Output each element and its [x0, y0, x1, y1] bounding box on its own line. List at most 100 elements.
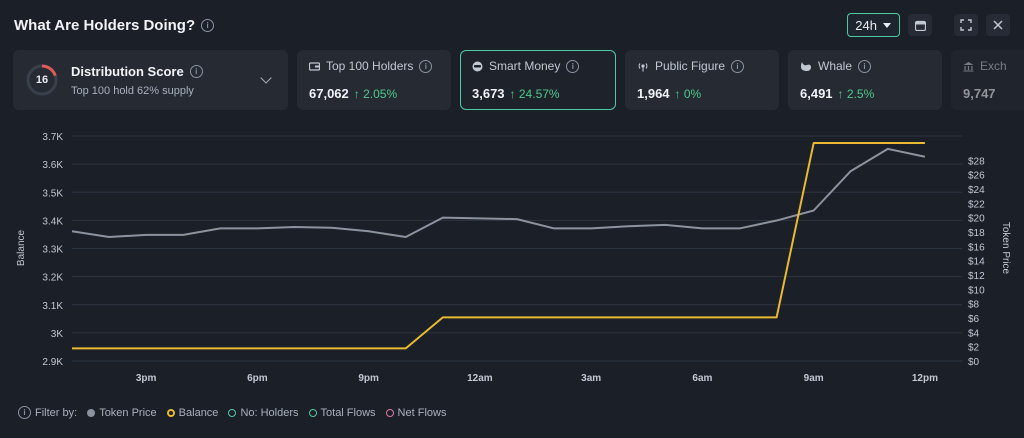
- chart-legend: i Filter by: Token Price Balance No: Hol…: [18, 406, 446, 419]
- legend-label: No: Holders: [240, 406, 299, 419]
- info-icon[interactable]: i: [419, 59, 433, 73]
- chevron-down-icon[interactable]: [260, 72, 272, 84]
- close-button[interactable]: [986, 14, 1010, 36]
- calendar-icon: [914, 20, 926, 31]
- broadcast-icon: [638, 62, 648, 71]
- info-icon[interactable]: i: [201, 18, 215, 32]
- y2-tick-label: $6: [968, 314, 980, 325]
- x-tick-label: 9am: [804, 373, 824, 384]
- whale-icon: [801, 61, 811, 71]
- widget-header: What Are Holders Doing? i: [14, 14, 215, 36]
- y-tick-label: 3.1K: [42, 301, 63, 312]
- top-100-holders-card[interactable]: Top 100 Holders i 67,062 ↑ 2.05%: [297, 50, 451, 110]
- legend-total-flows[interactable]: Total Flows: [308, 406, 376, 419]
- chart-controls: 24h: [847, 13, 1010, 37]
- y2-tick-label: $18: [968, 228, 985, 239]
- card-label: Smart Money: [489, 59, 561, 73]
- x-tick-label: 3am: [581, 373, 601, 384]
- y2-tick-label: $8: [968, 300, 980, 311]
- y2-tick-label: $2: [968, 343, 980, 354]
- y2-tick-label: $28: [968, 156, 985, 167]
- token-price-line: [71, 147, 926, 239]
- time-range-select[interactable]: 24h: [847, 13, 900, 37]
- x-tick-label: 12am: [467, 373, 493, 384]
- token-price-dot: [87, 408, 96, 417]
- card-value: 6,491: [800, 86, 833, 101]
- y-tick-label: 3.3K: [42, 245, 63, 256]
- balance-dot: [166, 408, 175, 417]
- legend-net-flows[interactable]: Net Flows: [385, 406, 447, 419]
- y2-tick-label: $12: [968, 271, 985, 282]
- card-label: Public Figure: [655, 59, 726, 73]
- distribution-score-subtitle: Top 100 hold 62% supply: [71, 84, 194, 97]
- net-flows-dot: [385, 408, 394, 417]
- wallet-icon: [309, 61, 320, 71]
- x-tick-label: 12pm: [912, 373, 938, 384]
- card-label: Exch: [980, 59, 1007, 73]
- card-label: Whale: [818, 59, 853, 73]
- y-axis-label: Balance: [16, 229, 27, 266]
- y-tick-label: 3.4K: [42, 216, 63, 227]
- y2-tick-label: $4: [968, 328, 980, 339]
- y2-tick-label: $0: [968, 357, 980, 368]
- distribution-score-title: Distribution Score: [71, 63, 184, 79]
- y-tick-label: 3.5K: [42, 188, 63, 199]
- card-change: ↑ 2.05%: [353, 86, 398, 101]
- info-icon[interactable]: i: [18, 406, 31, 419]
- legend-label: Token Price: [99, 406, 157, 419]
- legend-holders[interactable]: No: Holders: [228, 406, 299, 419]
- y-tick-label: 3.6K: [42, 160, 63, 171]
- legend-token-price[interactable]: Token Price: [87, 406, 157, 419]
- widget-title: What Are Holders Doing?: [14, 16, 196, 34]
- distribution-score-card[interactable]: 16 Distribution Score i Top 100 hold 62%…: [13, 50, 288, 110]
- y-tick-label: 2.9K: [42, 357, 63, 368]
- legend-balance[interactable]: Balance: [166, 407, 218, 419]
- y2-tick-label: $10: [968, 285, 985, 296]
- info-icon[interactable]: i: [566, 59, 580, 73]
- calendar-button[interactable]: [908, 14, 932, 36]
- legend-label: Total Flows: [320, 406, 376, 419]
- info-icon[interactable]: i: [189, 64, 203, 78]
- y-tick-label: 3.7K: [42, 132, 63, 143]
- total-flows-dot: [308, 408, 317, 417]
- card-value: 9,747: [963, 86, 996, 101]
- card-value: 3,673: [472, 86, 505, 101]
- card-value: 67,062: [309, 86, 349, 101]
- smart-money-card[interactable]: Smart Money i 3,673 ↑ 24.57%: [460, 50, 616, 110]
- card-value: 1,964: [637, 86, 670, 101]
- filter-label: Filter by:: [35, 406, 78, 419]
- y2-tick-label: $26: [968, 171, 985, 182]
- expand-icon: [960, 19, 972, 31]
- card-label: Top 100 Holders: [326, 59, 414, 73]
- card-change: ↑ 24.57%: [509, 86, 560, 101]
- y-tick-label: 3.2K: [42, 273, 63, 284]
- smart-money-icon: [472, 61, 483, 71]
- public-figure-card[interactable]: Public Figure i 1,964 ↑ 0%: [625, 50, 779, 110]
- distribution-score-value: 16: [35, 74, 49, 86]
- y2-tick-label: $16: [968, 242, 985, 253]
- legend-label: Net Flows: [397, 406, 447, 419]
- x-tick-label: 6pm: [247, 373, 268, 384]
- y-tick-label: 3K: [51, 329, 64, 340]
- card-change: ↑ 2.5%: [837, 86, 875, 101]
- card-change: ↑ 0%: [674, 86, 702, 101]
- caret-down-icon: [883, 22, 891, 28]
- x-tick-label: 6am: [692, 373, 712, 384]
- y2-tick-label: $14: [968, 257, 985, 268]
- y2-axis-label: Token Price: [1000, 222, 1011, 275]
- y2-tick-label: $20: [968, 214, 985, 225]
- time-range-value: 24h: [855, 17, 877, 33]
- whale-card[interactable]: Whale i 6,491 ↑ 2.5%: [788, 50, 942, 110]
- x-tick-label: 9pm: [358, 373, 379, 384]
- fullscreen-button[interactable]: [954, 14, 978, 36]
- balance-line: [72, 142, 925, 350]
- y2-tick-label: $24: [968, 185, 985, 196]
- bank-icon: [963, 61, 974, 71]
- close-icon: [993, 20, 1003, 30]
- exchange-card[interactable]: Exch 9,747: [951, 50, 1024, 110]
- holder-cards: 16 Distribution Score i Top 100 hold 62%…: [13, 50, 1024, 110]
- info-icon[interactable]: i: [858, 59, 872, 73]
- distribution-score-ring: 16: [25, 63, 59, 97]
- y2-tick-label: $22: [968, 199, 985, 210]
- info-icon[interactable]: i: [731, 59, 745, 73]
